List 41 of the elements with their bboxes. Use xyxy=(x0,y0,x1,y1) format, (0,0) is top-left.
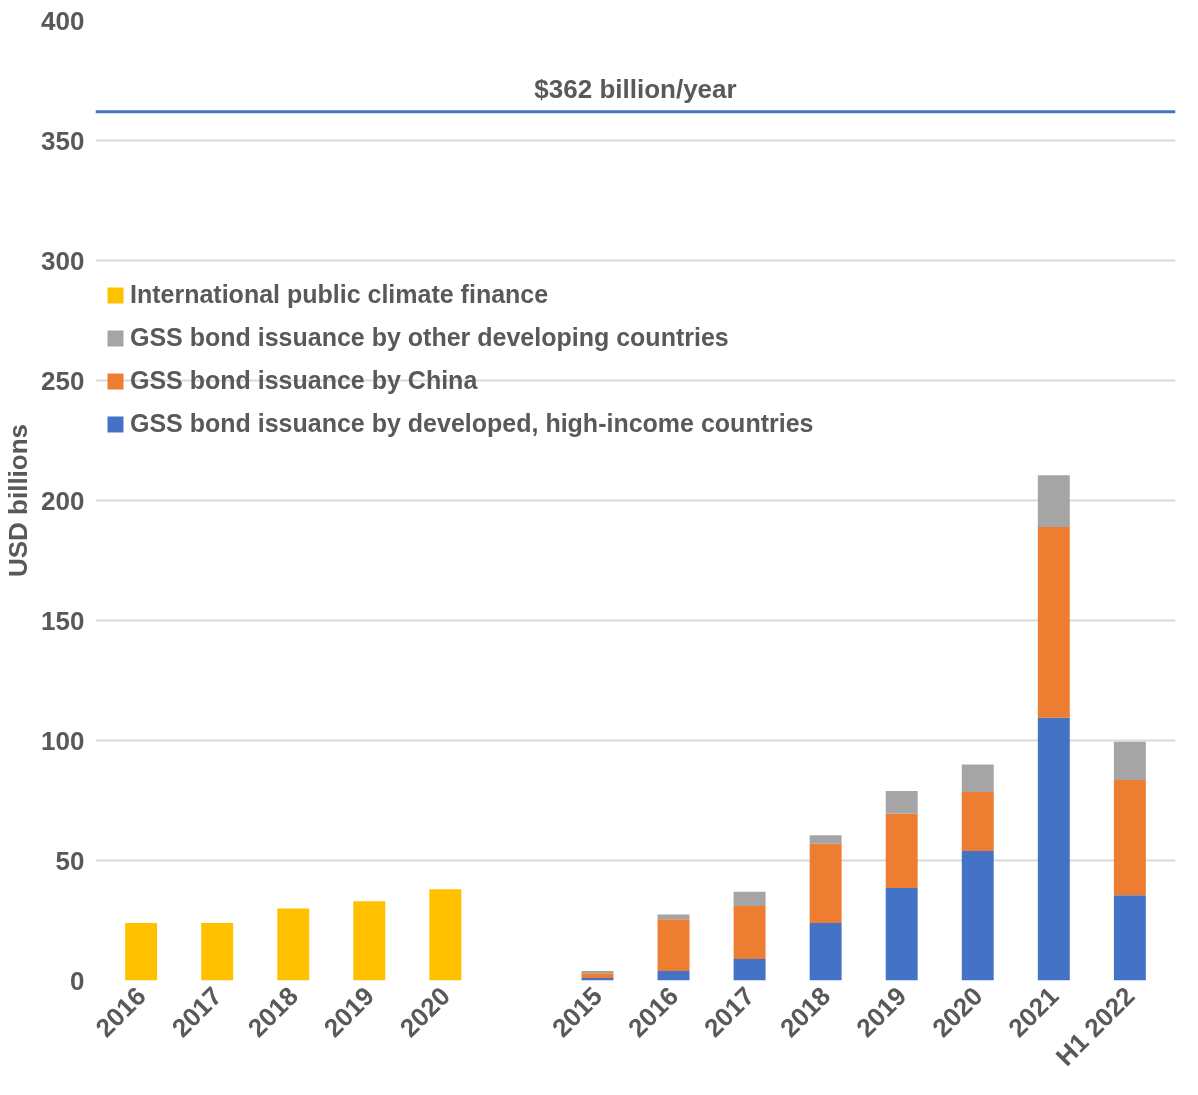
bar xyxy=(961,764,994,793)
bar xyxy=(201,922,234,981)
legend-label: International public climate finance xyxy=(130,280,549,309)
bar xyxy=(277,908,310,981)
y-tick-label: 0 xyxy=(70,965,85,996)
y-tick-label: 400 xyxy=(41,5,85,36)
bar xyxy=(1037,526,1070,718)
bar xyxy=(657,970,690,981)
bar xyxy=(125,922,158,981)
legend-label: GSS bond issuance by developed, high-income countries xyxy=(130,409,814,438)
bar xyxy=(885,813,918,889)
ref-line-label: $362 billion/year xyxy=(534,73,737,104)
bar xyxy=(581,973,614,979)
bar xyxy=(1113,741,1146,781)
bar xyxy=(733,891,766,907)
bar xyxy=(733,906,766,959)
legend-label: GSS bond issuance by China xyxy=(130,366,478,395)
bar xyxy=(885,888,918,981)
bar xyxy=(429,889,462,981)
bar xyxy=(961,792,994,851)
bar xyxy=(1113,780,1146,896)
legend-label: GSS bond issuance by other developing countries xyxy=(130,323,729,352)
bar xyxy=(809,835,842,844)
bar xyxy=(885,790,918,814)
bar xyxy=(809,843,842,923)
bar xyxy=(657,919,690,971)
bar xyxy=(961,850,994,981)
y-tick-label: 200 xyxy=(41,485,85,516)
bar xyxy=(1037,717,1070,981)
y-tick-label: 100 xyxy=(41,725,85,756)
y-tick-label: 350 xyxy=(41,125,85,156)
bar xyxy=(733,958,766,981)
y-axis-title: USD billions xyxy=(3,423,34,578)
bar xyxy=(1037,475,1070,527)
y-tick-label: 50 xyxy=(55,845,85,876)
y-tick-label: 300 xyxy=(41,245,85,276)
y-tick-label: 250 xyxy=(41,365,85,396)
bar xyxy=(353,901,386,981)
bar xyxy=(1113,895,1146,981)
y-tick-label: 150 xyxy=(41,605,85,636)
bar xyxy=(809,922,842,981)
